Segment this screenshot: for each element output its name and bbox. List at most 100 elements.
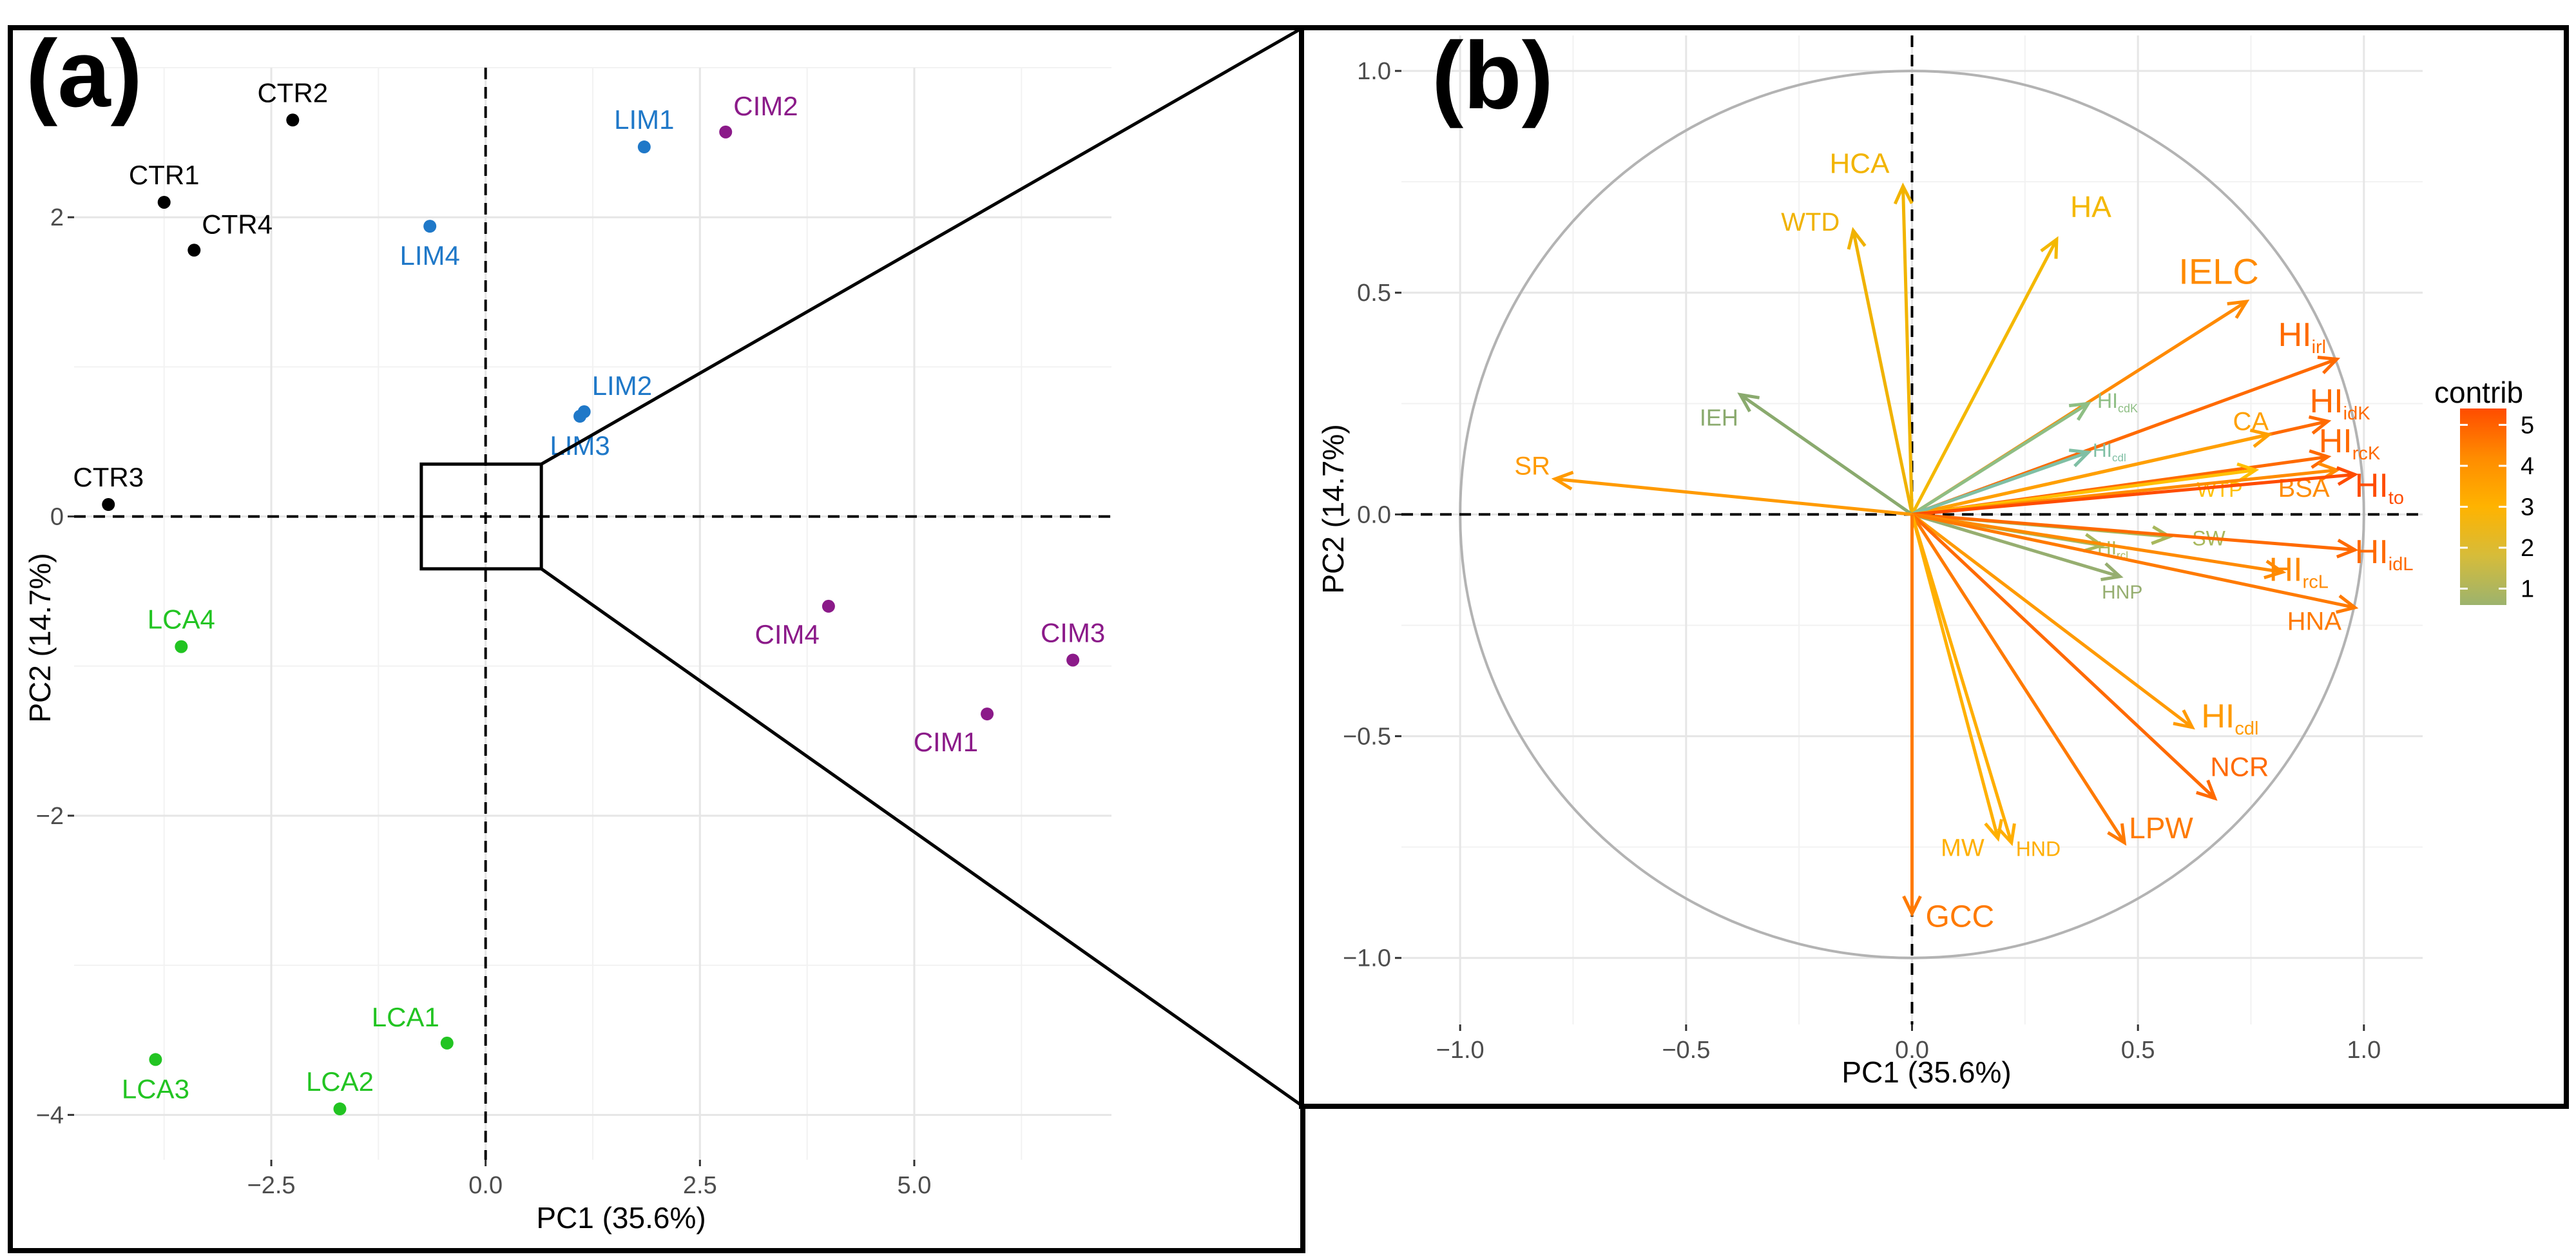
vector-hicdi: HIcdl: [1910, 513, 2258, 739]
point-ctr1: [157, 195, 171, 209]
vector-hca: HCA: [1830, 148, 1914, 515]
legend-tick-label: 3: [2521, 494, 2534, 521]
x-tick-label: 2.5: [683, 1172, 717, 1199]
legend-title: contrib: [2434, 376, 2523, 409]
vector-arrowhead-hircl: [2264, 559, 2287, 580]
vector-label-hircl: HIrcL: [2269, 552, 2329, 593]
point-label-lim4: LIM4: [400, 240, 460, 271]
vector-arrowhead-ncr: [2196, 780, 2218, 801]
y-tick-label: −4: [36, 1102, 64, 1129]
y-tick-label: −0.5: [1343, 724, 1391, 751]
x-tick-label: −2.5: [247, 1172, 296, 1199]
point-ctr2: [286, 113, 300, 127]
panel-b-x-axis-label: PC1 (35.6%): [1841, 1055, 2011, 1089]
vector-label-hiirl: HIirl: [2278, 316, 2327, 358]
point-label-cim4: CIM4: [755, 619, 820, 649]
point-cim2: [719, 125, 733, 139]
vector-lpw: LPW: [1910, 514, 2193, 846]
legend-tick-label: 5: [2521, 412, 2534, 439]
vector-label-lpw: LPW: [2129, 811, 2193, 845]
vector-gcc: GCC: [1902, 514, 1995, 934]
vector-line-wtd: [1851, 230, 1914, 515]
point-lca4: [175, 640, 188, 653]
vector-hiidl: HIidL: [1912, 512, 2414, 575]
point-label-cim2: CIM2: [733, 91, 798, 121]
point-label-lca1: LCA1: [372, 1002, 439, 1032]
point-label-lca2: LCA2: [306, 1066, 374, 1097]
vector-arrowhead-ielc: [2227, 299, 2250, 319]
vector-line-hnp: [1911, 513, 2120, 579]
vector-line-hiidl: [1912, 512, 2356, 552]
vector-hicdk: HIcdK: [1911, 389, 2138, 516]
panel-a-y-axis-label: PC2 (14.7%): [23, 553, 57, 722]
point-label-lca4: LCA4: [148, 604, 215, 635]
point-lca3: [149, 1053, 162, 1066]
point-lim1: [637, 140, 651, 154]
legend-tick-label: 1: [2521, 576, 2534, 603]
vector-label-hicdk: HIcdK: [2097, 389, 2138, 415]
point-lca2: [333, 1102, 347, 1116]
panel-a-y-tick-labels: −4 −2 0 2: [36, 204, 74, 1129]
vector-arrowhead-ieh: [1737, 392, 1760, 412]
vector-line-ha: [1910, 238, 2059, 515]
vector-arrowhead-ha: [2040, 236, 2059, 259]
vector-hnp: HNP: [1911, 513, 2142, 603]
x-tick-label: 0.0: [468, 1172, 503, 1199]
vector-label-ieh: IEH: [1700, 405, 1738, 431]
x-tick-label: 5.0: [898, 1172, 932, 1199]
y-tick-label: −2: [36, 803, 64, 830]
legend-tick-label: 4: [2521, 453, 2534, 480]
point-label-cim3: CIM3: [1041, 617, 1105, 648]
vector-arrowhead-hiidl: [2336, 539, 2359, 559]
point-cim4: [822, 599, 835, 613]
vector-label-hito: HIto: [2355, 467, 2404, 508]
vector-label-hicdl: HIcdl: [2093, 440, 2126, 464]
vector-arrowhead-hnd: [1997, 823, 2016, 847]
vector-arrowhead-gcc: [1902, 895, 1922, 918]
panel-b-y-tick-labels: −1.0 −0.5 0.0 0.5 1.0: [1343, 58, 1401, 972]
point-label-ctr2: CTR2: [257, 77, 328, 108]
point-lim3: [573, 410, 587, 423]
contrib-legend: contrib 5 4 3 2 1: [2434, 376, 2534, 605]
vector-label-hna: HNA: [2287, 607, 2342, 635]
vector-line-hicdi: [1910, 513, 2193, 729]
vector-line-sr: [1555, 477, 1912, 516]
vector-label-hnd: HND: [2016, 837, 2061, 860]
y-tick-label: 2: [50, 204, 64, 231]
loading-vectors: HCA WTD HA IELC HIirl HIcdK IEH HIidK CA HIcdl HIr…: [1514, 148, 2413, 934]
zoom-box: [419, 462, 543, 571]
point-lca1: [440, 1036, 454, 1050]
x-tick-label: −0.5: [1662, 1037, 1710, 1064]
y-tick-label: 0.5: [1357, 280, 1391, 307]
vector-sr: SR: [1514, 452, 1912, 516]
vector-ncr: NCR: [1910, 513, 2269, 801]
vector-arrowhead-hca: [1893, 182, 1914, 205]
vector-line-hircl: [1912, 512, 2283, 574]
vector-arrowhead-ca: [2249, 428, 2273, 448]
vector-label-ha: HA: [2070, 190, 2111, 224]
panel-a-x-tick-labels: −2.5 0.0 2.5 5.0: [247, 1160, 932, 1199]
vector-arrowhead-hito: [2336, 466, 2359, 486]
x-tick-label: −1.0: [1436, 1037, 1485, 1064]
vector-arrowhead-wtp: [2236, 462, 2260, 483]
vector-hircl: HIrcL: [1912, 512, 2329, 593]
vector-arrowhead-hiirl: [2317, 356, 2341, 374]
point-cim3: [1066, 653, 1080, 667]
zoom-rectangle: [419, 462, 543, 571]
x-tick-label: 0.5: [2121, 1037, 2155, 1064]
vector-arrowhead-hicdi: [2173, 709, 2195, 730]
connector-bottom: [540, 567, 1304, 1108]
vector-line-hicdk: [1911, 402, 2090, 516]
point-label-ctr1: CTR1: [129, 160, 200, 190]
point-label-lim3: LIM3: [550, 430, 610, 461]
zoom-connector-lines: [540, 26, 1304, 1108]
vector-label-gcc: GCC: [1926, 900, 1995, 934]
panel-b-x-tick-labels: −1.0 −0.5 0.0 0.5 1.0: [1436, 1024, 2381, 1064]
vector-line-hna: [1911, 512, 2356, 610]
connector-top: [540, 26, 1304, 466]
panel-a-frame: [8, 25, 1305, 1253]
vector-arrowhead-wtd: [1847, 227, 1867, 250]
vector-hito: HIto: [1912, 466, 2404, 516]
x-tick-label: 0.0: [1895, 1037, 1929, 1064]
